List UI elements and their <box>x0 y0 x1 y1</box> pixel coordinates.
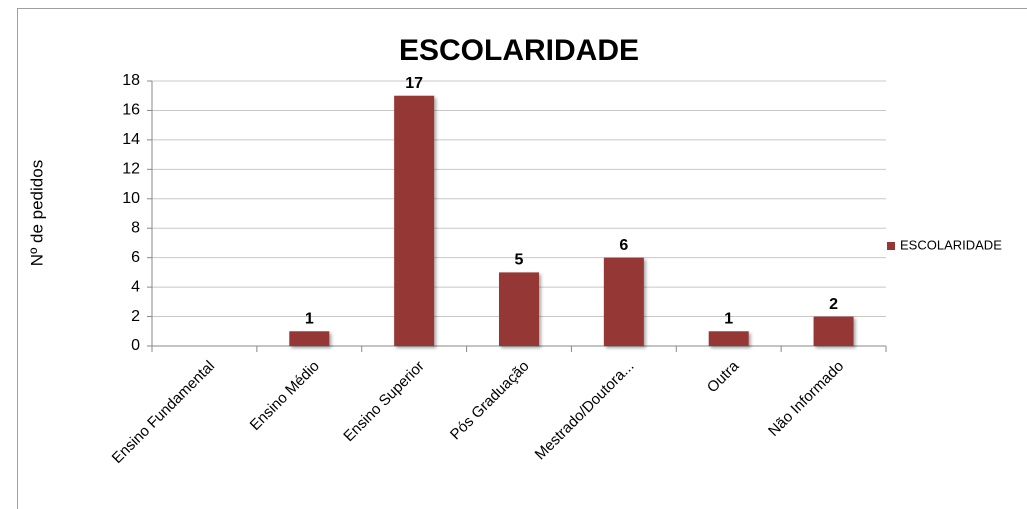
data-label: 17 <box>405 75 423 92</box>
data-label: 5 <box>515 252 524 269</box>
chart-title: ESCOLARIDADE <box>399 34 639 67</box>
data-label: 1 <box>305 310 314 327</box>
legend-label: ESCOLARIDADE <box>900 237 1002 252</box>
y-axis-label: Nº de pedidos <box>27 160 46 266</box>
y-tick-label: 8 <box>131 219 140 236</box>
data-label: 6 <box>619 237 628 254</box>
bar <box>394 95 435 346</box>
y-tick-label: 0 <box>131 337 140 354</box>
bar <box>708 331 749 346</box>
bar <box>289 331 330 346</box>
y-tick-label: 12 <box>122 161 140 178</box>
bar <box>603 257 644 346</box>
bar <box>499 272 539 346</box>
y-tick-label: 18 <box>122 72 140 89</box>
y-tick-label: 4 <box>131 278 140 295</box>
data-label: 2 <box>829 296 838 313</box>
bar <box>813 316 854 346</box>
chart-frame <box>17 8 1027 509</box>
legend-swatch <box>887 242 895 250</box>
y-tick-label: 2 <box>131 308 140 325</box>
y-tick-label: 16 <box>122 102 140 119</box>
y-tick-label: 14 <box>122 131 140 148</box>
y-tick-label: 6 <box>131 249 140 266</box>
data-label: 1 <box>724 310 733 327</box>
y-tick-label: 10 <box>122 190 140 207</box>
